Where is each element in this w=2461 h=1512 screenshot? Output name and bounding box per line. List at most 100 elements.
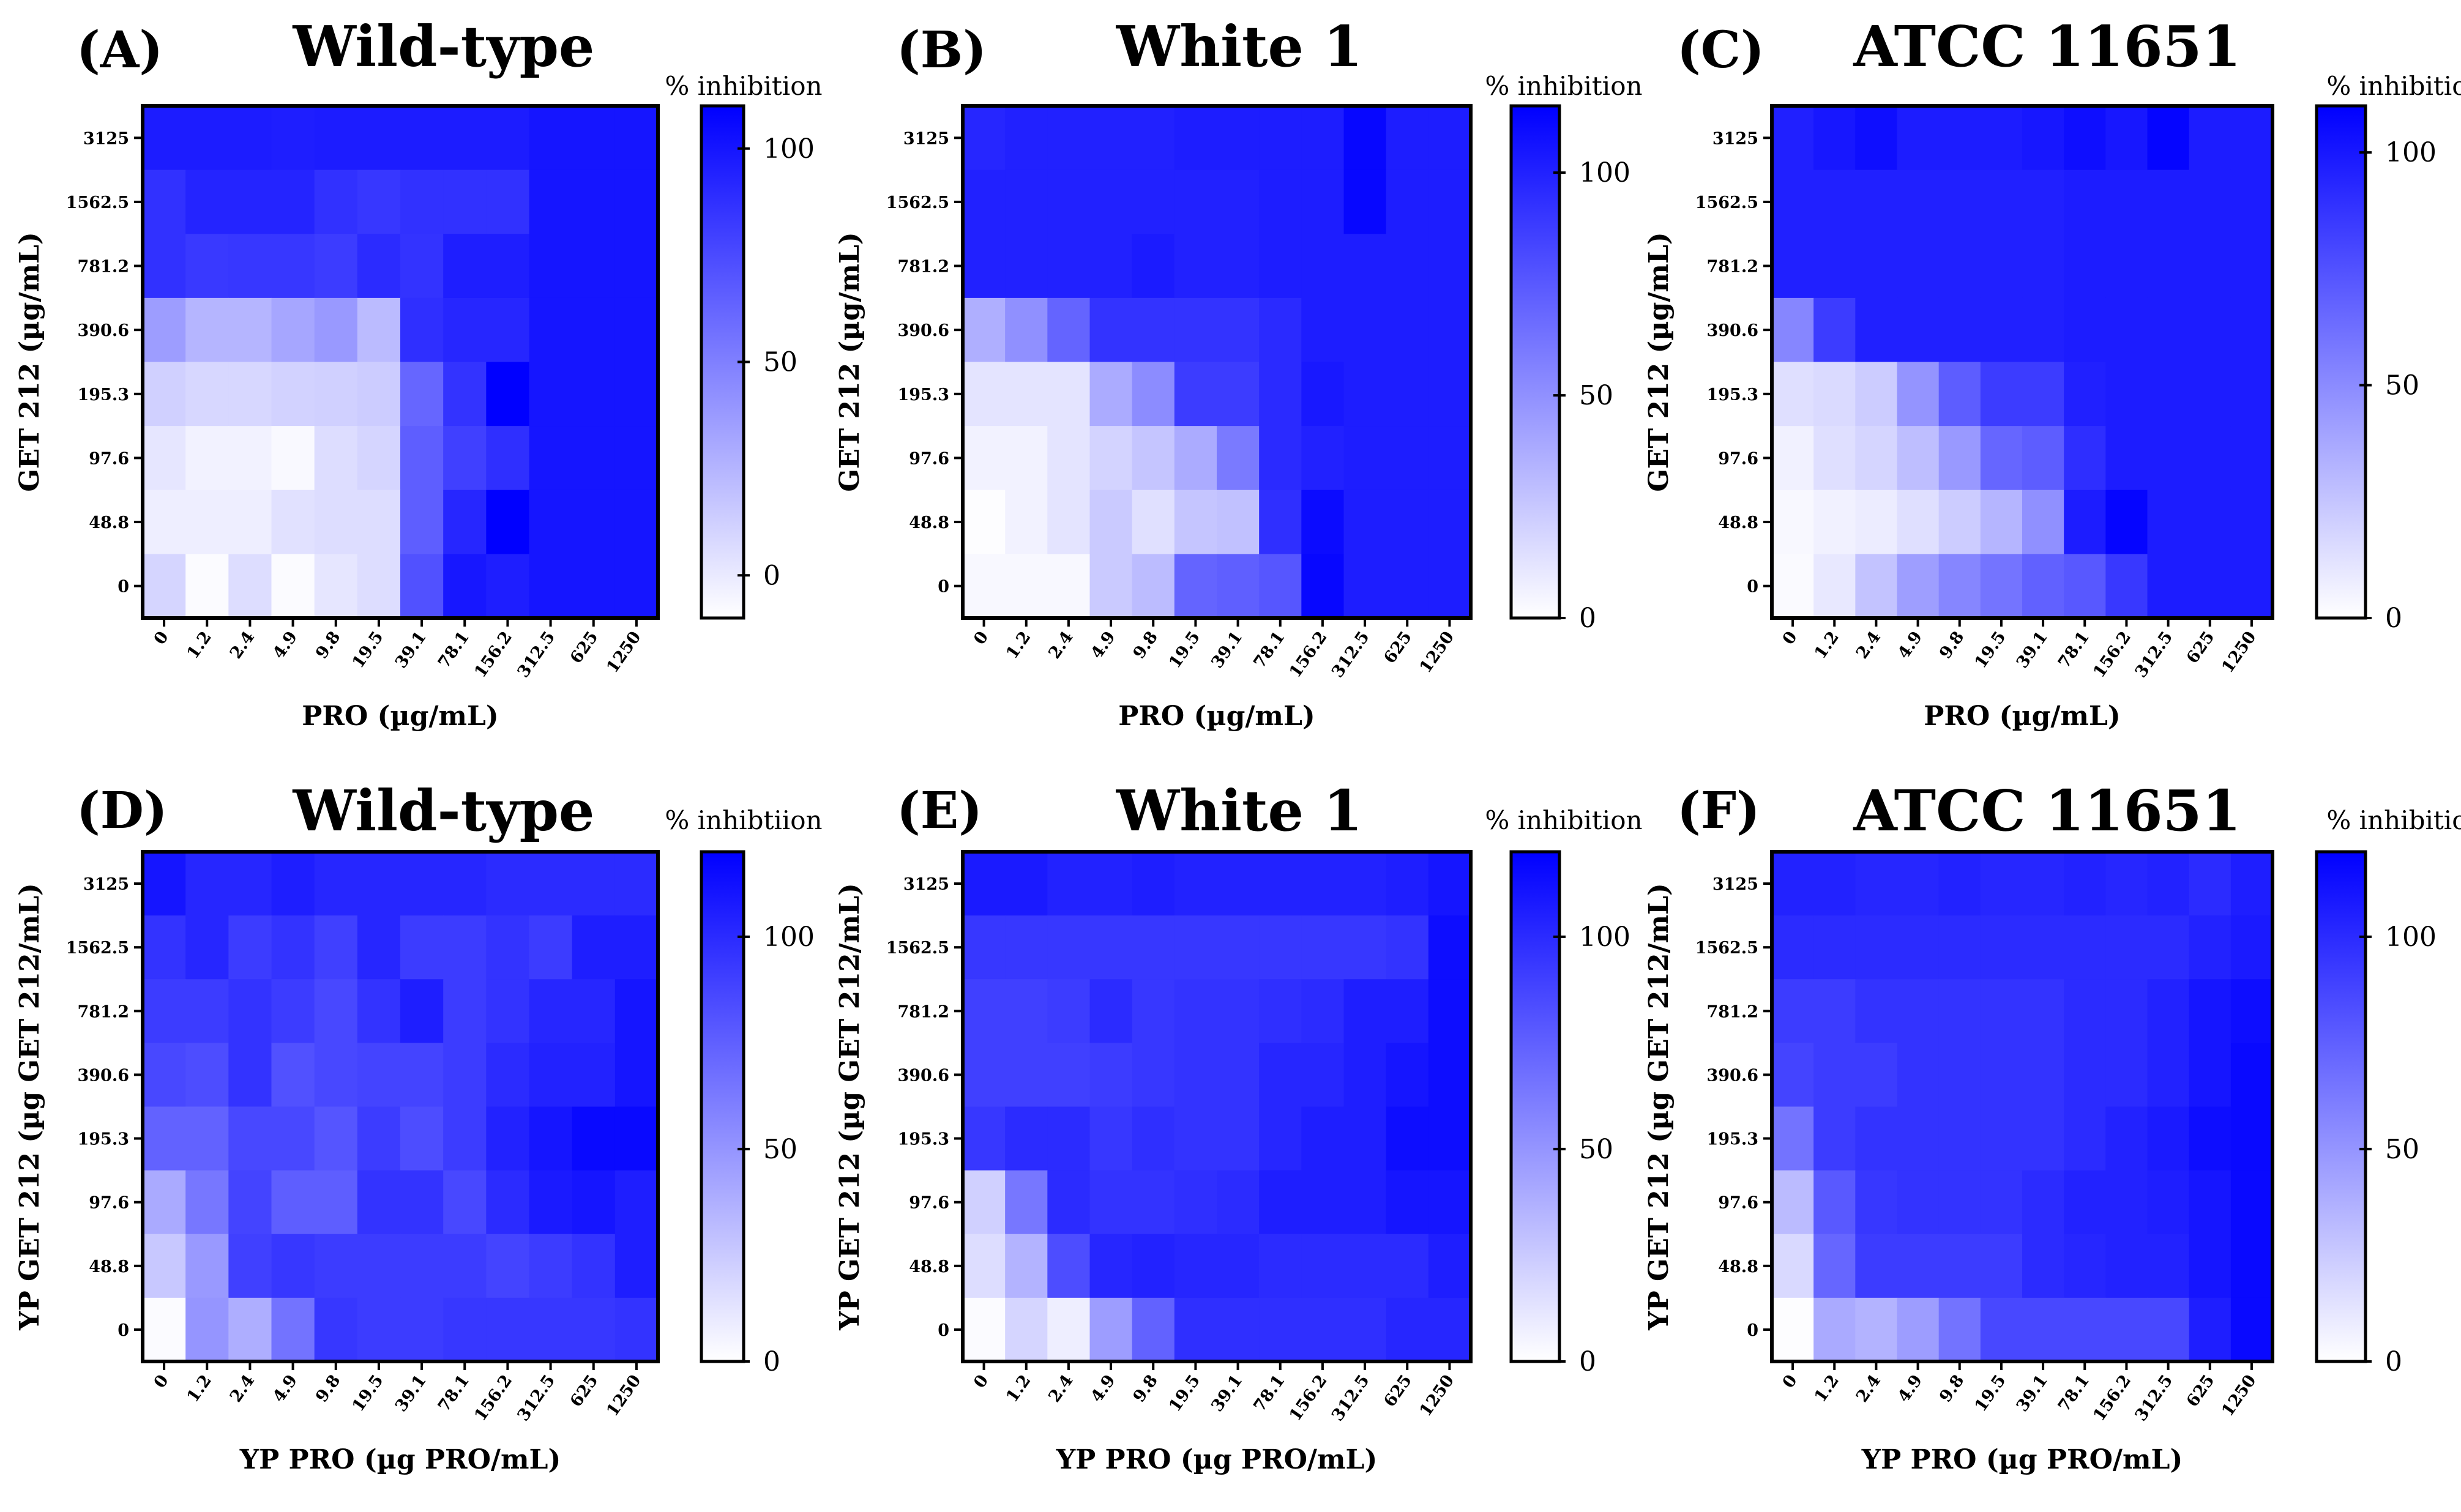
heatmap-cell <box>1855 297 1898 363</box>
heatmap-cell <box>1259 169 1302 234</box>
x-tick-label: 19.5 <box>1971 628 2010 672</box>
heatmap-cell <box>185 852 229 916</box>
heatmap-cell <box>1897 297 1940 363</box>
heatmap-cell <box>1428 1297 1471 1362</box>
heatmap-cell <box>2147 426 2190 491</box>
heatmap-cell <box>2230 554 2273 619</box>
heatmap-cell <box>2064 297 2106 363</box>
heatmap-cell <box>314 1043 358 1108</box>
heatmap-cell <box>1855 554 1898 619</box>
heatmap-cell <box>529 106 573 171</box>
x-tick-label: 1.2 <box>1003 628 1034 662</box>
y-tick-label: 48.8 <box>89 513 129 532</box>
y-tick-label: 3125 <box>1712 875 1758 894</box>
heatmap-cell <box>1938 1043 1981 1108</box>
heatmap-cell <box>1855 169 1898 234</box>
heatmap-cell <box>400 554 444 619</box>
heatmap-cell <box>1772 362 1814 426</box>
colorbar-tick-label: 100 <box>2385 137 2437 168</box>
heatmap-cell <box>2189 106 2231 171</box>
heatmap-cell <box>228 1297 272 1362</box>
heatmap-cell <box>1897 1106 1940 1171</box>
colorbar-title: % inhibition <box>665 71 822 101</box>
heatmap-cell <box>1386 915 1429 980</box>
heatmap-cell <box>2022 297 2064 363</box>
heatmap-cell <box>1855 426 1898 491</box>
heatmap-cell <box>2105 979 2148 1043</box>
heatmap-cell <box>529 915 573 980</box>
x-tick-label: 9.8 <box>312 628 344 662</box>
x-tick-label: 1.2 <box>1003 1371 1034 1406</box>
heatmap-cell <box>614 362 659 426</box>
x-tick-label: 156.2 <box>2089 1371 2135 1424</box>
heatmap-cell <box>529 1043 573 1108</box>
y-tick-label: 781.2 <box>1706 1002 1758 1021</box>
heatmap-cell <box>1259 106 1302 171</box>
heatmap-cell <box>143 426 186 491</box>
heatmap-cell <box>486 169 530 234</box>
x-tick-label: 78.1 <box>2055 628 2093 672</box>
heatmap-cell <box>314 234 358 299</box>
y-tick-label: 0 <box>1747 1321 1758 1340</box>
heatmap-cell <box>314 490 358 554</box>
x-tick-label: 19.5 <box>1165 628 1204 672</box>
heatmap-cell <box>2189 1170 2231 1235</box>
heatmap-cell <box>1174 1043 1217 1108</box>
x-tick-label: 1.2 <box>184 1371 215 1406</box>
heatmap-cell <box>228 297 272 363</box>
heatmap-cell <box>271 234 315 299</box>
x-tick-label: 625 <box>567 628 602 667</box>
heatmap-cell <box>2189 362 2231 426</box>
x-tick-label: 4.9 <box>1087 1371 1119 1406</box>
heatmap-cell <box>572 1043 616 1108</box>
x-tick-label: 1.2 <box>1811 1371 1843 1406</box>
heatmap-cell <box>1428 169 1471 234</box>
heatmap-cell <box>529 234 573 299</box>
heatmap-cell <box>1938 106 1981 171</box>
heatmap-cell <box>2064 234 2106 299</box>
x-tick-label: 39.1 <box>392 1371 430 1415</box>
heatmap-cell <box>1047 915 1091 980</box>
heatmap-cell <box>314 554 358 619</box>
heatmap-cell <box>1217 234 1260 299</box>
heatmap-cell <box>572 169 616 234</box>
heatmap-cell <box>2105 1106 2148 1171</box>
heatmap-cell <box>1386 169 1429 234</box>
heatmap-cell <box>572 852 616 916</box>
heatmap-cell <box>2022 1170 2064 1235</box>
heatmap-cell <box>357 106 401 171</box>
heatmap-cell <box>2189 915 2231 980</box>
heatmap-cell <box>443 1297 487 1362</box>
heatmap-cell <box>1813 915 1856 980</box>
heatmap-cell <box>185 106 229 171</box>
panel-letter: (B) <box>897 21 987 80</box>
heatmap-cell <box>2230 106 2273 171</box>
y-tick-label: 781.2 <box>77 1002 129 1021</box>
heatmap-cell <box>2189 490 2231 554</box>
colorbar-tick-label: 50 <box>1579 380 1613 411</box>
heatmap-cell <box>2189 234 2231 299</box>
heatmap-cell <box>1386 1043 1429 1108</box>
heatmap-cell <box>486 1043 530 1108</box>
heatmap-cell <box>2064 1043 2106 1108</box>
heatmap-cell <box>1813 362 1856 426</box>
plot-frame <box>1770 850 2274 1363</box>
heatmap-cell <box>1132 1106 1175 1171</box>
x-tick-label: 0 <box>1779 1371 1801 1391</box>
heatmap-cell <box>2189 1043 2231 1108</box>
x-tick-label: 625 <box>2183 628 2219 667</box>
colorbar-tick-label: 50 <box>2385 370 2419 401</box>
x-tick-label: 2.4 <box>1853 1371 1884 1406</box>
colorbar <box>1509 850 1561 1363</box>
heatmap-cell <box>1259 362 1302 426</box>
colorbar <box>2315 104 2367 620</box>
heatmap-cell <box>1772 1043 1814 1108</box>
x-tick-label: 1.2 <box>184 628 215 662</box>
heatmap-cell <box>2189 1234 2231 1298</box>
heatmap-cell <box>1005 106 1048 171</box>
heatmap-cell <box>1174 490 1217 554</box>
heatmap-cell <box>185 1234 229 1298</box>
heatmap-cell <box>486 106 530 171</box>
heatmap-cell <box>2064 1297 2106 1362</box>
panel-title: White 1 <box>1116 778 1362 844</box>
